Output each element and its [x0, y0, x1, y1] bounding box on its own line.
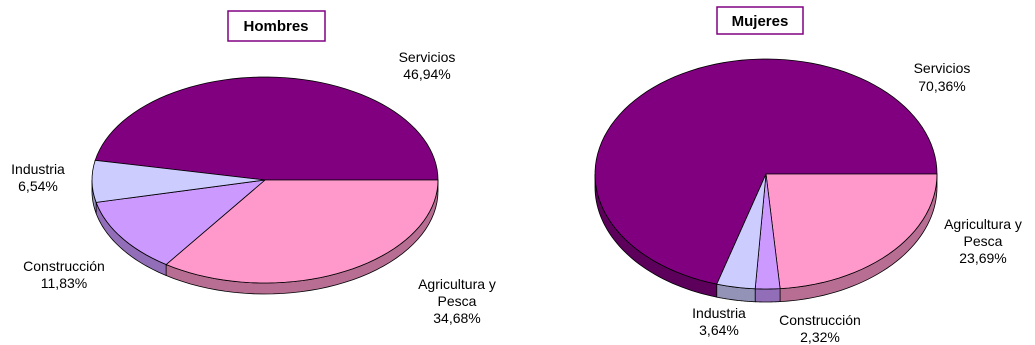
- chart-title-hombres: Hombres: [243, 18, 308, 35]
- slice-name-servicios: Servicios: [914, 60, 971, 76]
- pie-slice-servicios: [94, 76, 439, 181]
- slice-label-agricultura: 23,69%: [959, 250, 1006, 266]
- slice-label-servicios: 70,36%: [918, 78, 965, 94]
- slice-name-agricultura-2: Pesca: [438, 293, 477, 309]
- slice-label-servicios: 46,94%: [403, 66, 450, 82]
- pie-slice-industria: [716, 173, 767, 290]
- slice-name-construccion: Construcción: [23, 258, 105, 274]
- pie-chart-mujeres: Mujeres Servicios 70,36% Agricultura y P…: [594, 6, 1022, 345]
- title-box-mujeres: [716, 6, 804, 35]
- slice-label-industria: 3,64%: [699, 322, 739, 338]
- slice-label-agricultura: 34,68%: [433, 310, 480, 326]
- pie-slice-construccion: [95, 179, 267, 265]
- slice-name-agricultura-2: Pesca: [964, 233, 1003, 249]
- pie-slice-agricultura-y-pesca: [765, 173, 938, 290]
- slice-name-industria: Industria: [11, 161, 65, 177]
- chart-title-mujeres: Mujeres: [732, 13, 789, 30]
- slice-name-industria: Industria: [692, 305, 746, 321]
- slice-name-construccion: Construcción: [779, 312, 861, 328]
- slice-label-industria: 6,54%: [18, 178, 58, 194]
- title-box-hombres: [227, 10, 326, 42]
- slice-label-construccion: 11,83%: [41, 275, 87, 291]
- slice-name-agricultura-1: Agricultura y: [418, 276, 496, 292]
- pie-slices-mujeres: [594, 58, 938, 303]
- pie-slice-industria: [91, 159, 266, 203]
- slice-name-servicios: Servicios: [399, 49, 456, 65]
- pie-slice-construccion: [754, 173, 781, 290]
- pie-side-construccion: [754, 288, 781, 303]
- pie-slice-servicios: [594, 58, 938, 285]
- pie-slices-hombres: [91, 76, 439, 295]
- slice-label-construccion: 2,32%: [800, 329, 840, 345]
- pie-chart-hombres: Hombres Servicios 46,94% Industria 6,54%…: [11, 10, 496, 326]
- pie-slice-agricultura-y-pesca: [165, 179, 439, 284]
- slice-name-agricultura-1: Agricultura y: [944, 216, 1022, 232]
